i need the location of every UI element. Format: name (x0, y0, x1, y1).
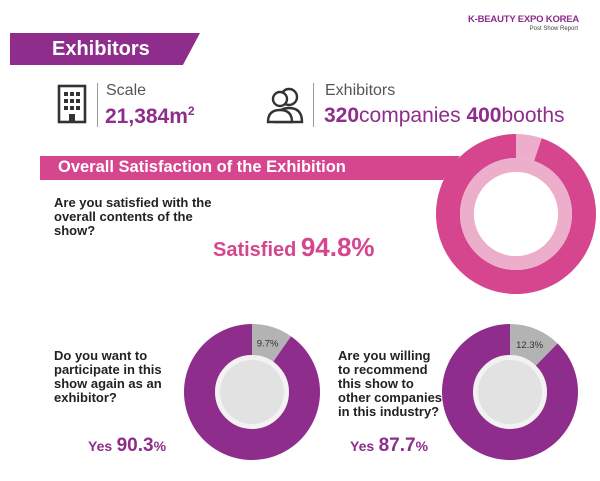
recommend-answer-unit: % (415, 438, 429, 454)
exhibitors-value: 320companies 400booths (324, 104, 565, 128)
people-icon (266, 86, 306, 129)
participate-donut: 9.7% (184, 324, 320, 460)
brand-subtitle: Post Show Report (529, 26, 578, 32)
donut-inner-circle (220, 360, 284, 424)
scale-label: Scale (106, 82, 147, 99)
building-icon (57, 84, 87, 129)
satisfaction-title: Overall Satisfaction of the Exhibition (58, 158, 346, 176)
donut-slice-other (516, 134, 542, 161)
satisfaction-donut-chart (436, 134, 596, 294)
satisfaction-donut (436, 134, 596, 294)
recommend-answer-label: Yes (350, 438, 375, 454)
donut-inner-ring (215, 355, 289, 429)
participate-answer-label: Yes (88, 438, 113, 454)
donut-inner-circle (474, 172, 558, 256)
section-title: Exhibitors (52, 38, 150, 60)
scale-value: 21,384m2 (105, 104, 195, 129)
participate-answer: Yes 90.3% (88, 435, 166, 457)
satisfaction-title-bar: Overall Satisfaction of the Exhibition (40, 156, 460, 180)
participate-answer-number: 90.3 (116, 435, 154, 456)
donut-slice-yes (184, 324, 320, 460)
scale-superscript: 2 (187, 104, 195, 118)
exhibitors-divider (313, 83, 314, 127)
exhibitors-label: Exhibitors (325, 82, 396, 99)
section-banner: Exhibitors (10, 33, 200, 65)
satisfaction-answer: Satisfied 94.8% (213, 232, 375, 263)
participate-donut-chart: 9.7% (184, 324, 320, 460)
participate-answer-unit: % (153, 438, 167, 454)
recommend-answer-number: 87.7 (378, 435, 416, 456)
donut-slice-label: 12.3% (516, 340, 543, 351)
donut-slice-other (252, 324, 291, 363)
brand-block: K-BEAUTY EXPO KOREA Post Show Report (468, 14, 580, 32)
donut-inner-circle (478, 360, 542, 424)
donut-inner-ring (460, 158, 572, 270)
donut-slice-satisfied (436, 134, 596, 294)
recommend-answer: Yes 87.7% (350, 435, 428, 457)
recommend-donut: 12.3% (442, 324, 578, 460)
satisfaction-answer-label: Satisfied (213, 239, 297, 261)
participate-answer-value: 90.3% (117, 435, 166, 456)
brand-title: K-BEAUTY EXPO KOREA (468, 14, 580, 25)
donut-slice-yes (442, 324, 578, 460)
participate-question: Do you want to participate in this show … (54, 348, 162, 405)
companies-unit: companies (359, 104, 461, 127)
scale-divider (97, 83, 98, 127)
scale-number: 21,384m (105, 105, 188, 128)
booths-unit: booths (501, 104, 565, 127)
donut-inner-ring (473, 355, 547, 429)
recommend-donut-chart: 12.3% (442, 324, 578, 460)
satisfaction-question: Are you satisfied with the overall conte… (54, 195, 212, 238)
recommend-answer-value: 87.7% (379, 435, 428, 456)
donut-slice-other (510, 324, 558, 367)
companies-number: 320 (324, 104, 360, 127)
satisfaction-answer-value: 94.8% (300, 232, 375, 262)
booths-number: 400 (466, 104, 502, 127)
donut-slice-label: 9.7% (257, 338, 279, 349)
recommend-question: Are you willing to recommend this show t… (338, 348, 443, 419)
